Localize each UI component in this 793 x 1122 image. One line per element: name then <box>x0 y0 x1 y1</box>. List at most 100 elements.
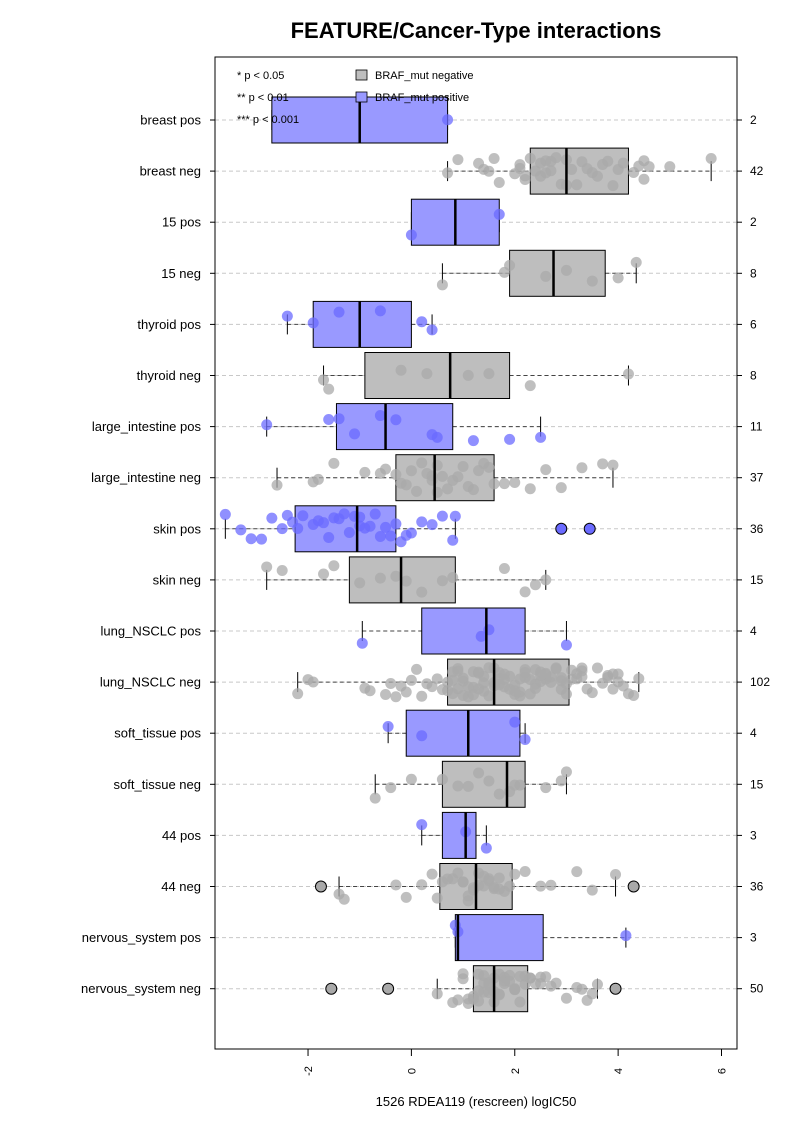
data-point <box>318 568 330 580</box>
count-label: 15 <box>750 777 764 791</box>
data-point <box>374 572 386 584</box>
data-point <box>509 984 521 996</box>
data-point <box>540 971 552 983</box>
category-label: breast pos <box>140 113 201 128</box>
count-label: 4 <box>750 726 757 740</box>
box-group-breast-neg <box>442 147 717 195</box>
data-point <box>400 686 412 698</box>
data-point <box>493 872 505 884</box>
count-label: 8 <box>750 369 757 383</box>
outlier-point <box>325 982 338 995</box>
data-point <box>452 994 464 1006</box>
sig-legend-3: *** p < 0.001 <box>237 114 299 126</box>
data-point <box>504 259 516 271</box>
data-point <box>571 866 583 878</box>
data-point <box>540 464 552 476</box>
outlier-point <box>314 880 327 893</box>
data-point <box>545 165 557 177</box>
data-point <box>447 534 459 546</box>
x-tick-label: 6 <box>716 1068 728 1074</box>
data-point <box>421 368 433 380</box>
data-point <box>529 682 541 694</box>
data-point <box>457 968 469 980</box>
data-point <box>509 716 521 728</box>
legend: * p < 0.05 ** p < 0.01 *** p < 0.001 BRA… <box>237 69 473 126</box>
count-label: 11 <box>750 420 763 434</box>
box-group-thyroid-pos <box>281 300 438 348</box>
data-point <box>400 479 412 491</box>
data-point <box>555 775 567 787</box>
data-point <box>509 685 521 697</box>
outlier-point <box>583 522 596 535</box>
data-point <box>540 270 552 282</box>
data-point <box>529 579 541 591</box>
data-point <box>382 720 394 732</box>
data-point <box>628 690 640 702</box>
data-point <box>364 520 376 532</box>
data-point <box>292 688 304 700</box>
data-point <box>447 666 459 678</box>
data-point <box>318 517 330 529</box>
data-point <box>261 561 273 573</box>
data-point <box>426 681 438 693</box>
data-point <box>416 690 428 702</box>
data-point <box>390 879 402 891</box>
data-point <box>292 522 304 534</box>
data-point <box>467 689 479 701</box>
data-point <box>307 317 319 329</box>
category-label: 15 pos <box>162 215 202 230</box>
data-point <box>235 524 247 536</box>
data-point <box>622 368 634 380</box>
data-point <box>478 671 490 683</box>
data-point <box>509 477 521 489</box>
data-point <box>540 574 552 586</box>
x-tick-label: 4 <box>613 1068 625 1074</box>
data-point <box>560 688 572 700</box>
data-point <box>519 866 531 878</box>
data-point <box>462 780 474 792</box>
box-group-large-intestine-pos <box>261 403 547 451</box>
count-label: 36 <box>750 880 764 894</box>
box-group-thyroid-neg <box>318 352 634 399</box>
category-label: skin pos <box>153 521 201 536</box>
data-point <box>318 374 330 386</box>
data-point <box>436 575 448 587</box>
x-axis-title: 1526 RDEA119 (rescreen) logIC50 <box>376 1094 577 1109</box>
data-point <box>591 978 603 990</box>
data-point <box>374 530 386 542</box>
legend-swatch-negative <box>355 69 368 81</box>
data-point <box>586 275 598 287</box>
count-label: 36 <box>750 522 764 536</box>
data-point <box>576 671 588 683</box>
data-point <box>354 577 366 589</box>
data-point <box>449 510 461 522</box>
sig-legend-2: ** p < 0.01 <box>237 92 289 104</box>
outlier-point <box>627 880 640 893</box>
data-point <box>281 310 293 322</box>
count-label: 102 <box>750 675 770 689</box>
data-point <box>462 369 474 381</box>
box-group-15-pos <box>405 198 505 246</box>
data-point <box>323 532 335 544</box>
category-label: 44 neg <box>161 879 201 894</box>
box-group-breast-pos <box>271 96 454 144</box>
data-point <box>338 893 350 905</box>
data-point <box>467 484 479 496</box>
data-point <box>607 180 619 192</box>
legend-swatch-positive <box>355 91 368 103</box>
data-point <box>591 662 603 674</box>
data-point <box>276 523 288 535</box>
data-point <box>431 988 443 1000</box>
data-point <box>617 157 629 169</box>
data-point <box>219 508 231 520</box>
data-point <box>483 368 495 380</box>
data-point <box>555 482 567 494</box>
category-label: soft_tissue pos <box>114 726 201 741</box>
box <box>454 914 544 962</box>
data-point <box>488 152 500 164</box>
data-point <box>597 458 609 470</box>
category-label: nervous_system neg <box>81 981 201 996</box>
data-point <box>483 165 495 177</box>
x-tick-label: 2 <box>510 1068 522 1074</box>
category-label: thyroid neg <box>137 368 201 383</box>
